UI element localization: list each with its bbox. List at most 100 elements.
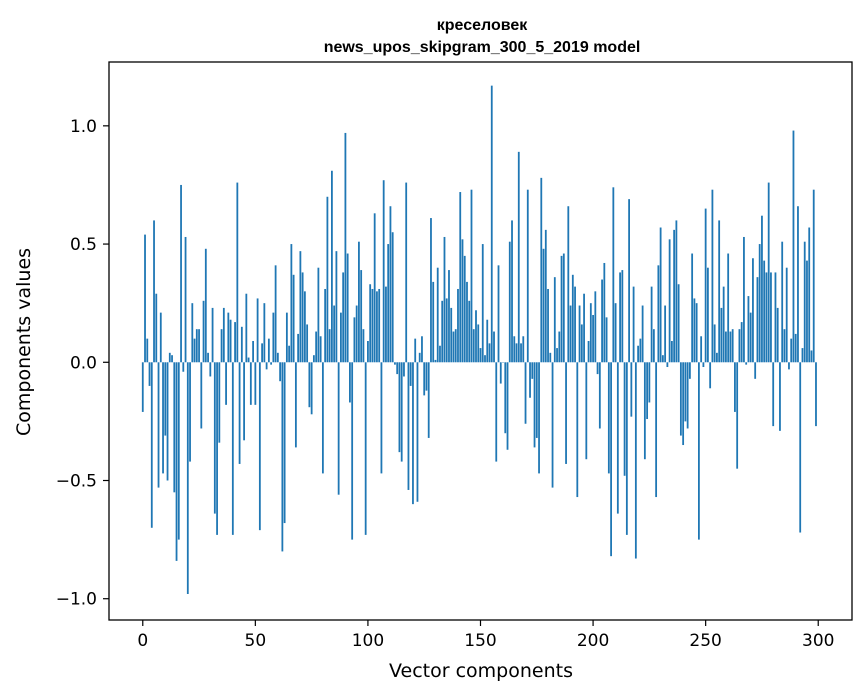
bar-69 — [297, 333, 300, 363]
bar-117 — [405, 182, 408, 363]
bar-205 — [603, 262, 606, 363]
bar-296 — [808, 227, 811, 363]
bar-67 — [292, 274, 295, 363]
bar-172 — [529, 362, 531, 398]
bar-99 — [364, 362, 367, 535]
bar-130 — [434, 359, 437, 363]
bar-212 — [619, 272, 621, 363]
x-tick-label: 50 — [245, 631, 267, 651]
bar-97 — [360, 270, 363, 363]
bar-247 — [698, 362, 700, 540]
bar-177 — [540, 177, 543, 363]
bar-131 — [436, 267, 439, 363]
bar-295 — [806, 260, 808, 363]
bar-24 — [195, 329, 198, 363]
bar-103 — [373, 213, 376, 363]
bar-70 — [299, 251, 302, 363]
bar-155 — [490, 85, 493, 363]
y-tick-label: 0.5 — [70, 235, 97, 255]
bar-202 — [596, 362, 599, 375]
bar-150 — [479, 348, 482, 363]
bar-102 — [371, 288, 374, 363]
bar-86 — [335, 251, 338, 363]
bar-213 — [621, 270, 624, 363]
bar-253 — [711, 189, 714, 363]
bar-159 — [499, 362, 502, 384]
bar-151 — [481, 244, 484, 363]
bar-251 — [707, 267, 709, 363]
bar-218 — [632, 286, 635, 363]
bar-134 — [443, 236, 446, 363]
bar-110 — [389, 206, 392, 363]
bar-298 — [812, 189, 815, 363]
bar-224 — [646, 362, 649, 420]
bar-275 — [761, 215, 763, 363]
bar-244 — [691, 253, 694, 363]
bar-182 — [551, 362, 554, 488]
bar-252 — [709, 362, 712, 389]
bar-124 — [421, 336, 423, 363]
bar-125 — [423, 362, 426, 396]
x-tick-label: 250 — [689, 631, 721, 651]
bar-200 — [592, 314, 594, 363]
bar-5 — [153, 220, 155, 363]
bar-113 — [396, 362, 399, 375]
bar-77 — [315, 331, 318, 363]
bar-106 — [380, 362, 383, 474]
bar-284 — [781, 241, 784, 363]
bar-211 — [616, 362, 619, 514]
bar-299 — [815, 362, 817, 427]
bar-53 — [261, 343, 263, 363]
bar-21 — [189, 362, 191, 462]
bar-12 — [168, 352, 171, 363]
bar-217 — [630, 362, 633, 417]
bar-38 — [227, 312, 230, 363]
bar-138 — [452, 331, 455, 363]
bar-297 — [810, 350, 813, 363]
bar-92 — [349, 362, 351, 403]
bar-141 — [459, 192, 462, 363]
bar-114 — [398, 362, 401, 453]
bar-81 — [324, 288, 327, 363]
bar-175 — [535, 362, 538, 438]
bar-41 — [234, 322, 236, 363]
bar-64 — [285, 312, 288, 363]
bar-148 — [475, 310, 477, 363]
bar-260 — [727, 253, 730, 363]
bar-149 — [477, 324, 480, 363]
bar-119 — [409, 362, 412, 386]
bar-237 — [675, 220, 678, 363]
bar-291 — [797, 206, 799, 363]
y-axis-ticks: −1.0 −0.5 0.0 0.5 1.0 — [56, 117, 109, 610]
bar-281 — [774, 272, 777, 363]
bar-37 — [225, 362, 227, 405]
bar-173 — [531, 362, 534, 379]
bar-201 — [594, 291, 597, 363]
bar-140 — [457, 288, 459, 363]
bar-15 — [175, 362, 178, 561]
bar-9 — [162, 362, 164, 474]
bar-241 — [684, 362, 687, 422]
bar-207 — [607, 362, 610, 474]
bar-178 — [542, 248, 545, 363]
bar-170 — [524, 362, 527, 424]
bar-277 — [765, 272, 768, 363]
bar-271 — [752, 258, 754, 363]
chart-subtitle: news_upos_skipgram_300_5_2019 model — [324, 39, 641, 56]
bar-2 — [146, 338, 149, 363]
bar-16 — [177, 362, 180, 540]
bar-105 — [378, 288, 381, 363]
bar-157 — [495, 362, 498, 462]
bar-127 — [427, 362, 430, 438]
bar-122 — [416, 362, 419, 502]
bar-104 — [376, 291, 378, 363]
bar-250 — [704, 208, 707, 363]
bar-139 — [454, 329, 457, 363]
bar-292 — [799, 362, 802, 533]
bar-40 — [231, 362, 234, 535]
bar-261 — [729, 331, 732, 363]
bar-233 — [666, 362, 669, 368]
bar-196 — [583, 293, 585, 363]
bar-264 — [736, 362, 739, 469]
bar-61 — [279, 362, 282, 382]
